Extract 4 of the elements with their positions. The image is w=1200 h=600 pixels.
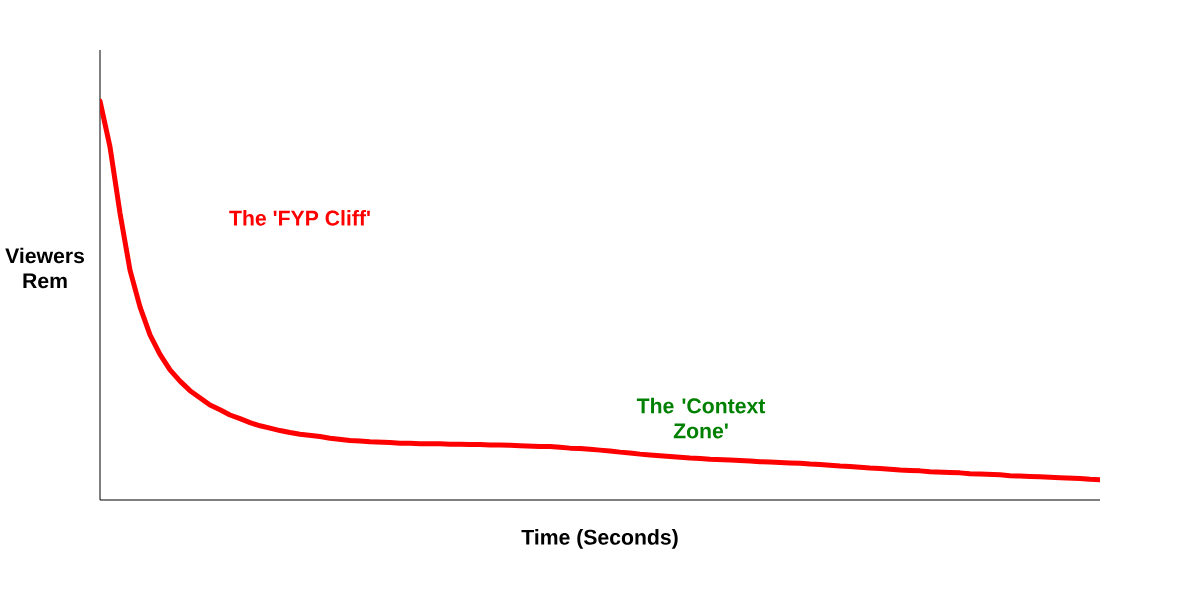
y-axis-title: Viewers Rem xyxy=(5,247,85,289)
x-axis-title: Time (Seconds) xyxy=(521,529,678,549)
annotation: The 'Context Zone' xyxy=(636,397,766,439)
annotation: The 'FYP Cliff' xyxy=(229,210,370,226)
